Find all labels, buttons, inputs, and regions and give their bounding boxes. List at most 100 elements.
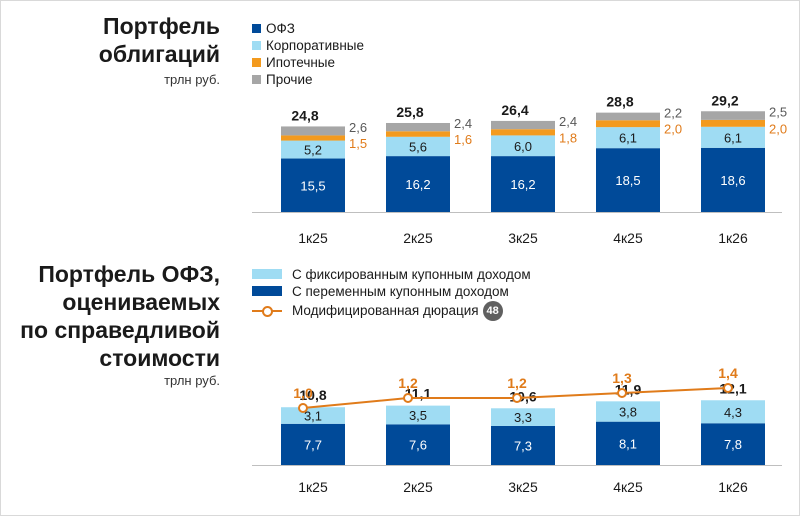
chart2-bar-segment [491, 425, 555, 465]
chart2-title: Портфель ОФЗ, оцениваемых по справедливо… [20, 260, 220, 372]
chart2-duration-label: 1,4 [718, 365, 738, 381]
chart1-data-label-outside: 2,5 [769, 105, 787, 120]
duration-badge: 48 [482, 301, 503, 322]
chart1-bar-segment [701, 126, 765, 148]
chart1-bar-segment [281, 135, 345, 141]
chart2-duration-point [403, 393, 413, 403]
legend-swatch [252, 286, 282, 296]
chart1-data-label: 16,2 [405, 177, 430, 192]
chart1-data-label: 5,6 [409, 139, 427, 154]
chart1-total-label: 26,4 [501, 102, 528, 118]
chart1-bar-segment [386, 136, 450, 157]
chart2-tick-label: 4к25 [613, 479, 643, 495]
chart1-title-line1: Портфель [103, 13, 220, 39]
chart1-total-label: 24,8 [291, 107, 318, 123]
chart2-duration-label: 1,3 [612, 370, 632, 386]
chart1-tick-label: 3к25 [508, 230, 538, 246]
chart2-data-label: 8,1 [619, 436, 637, 451]
chart1-bar-segment [596, 127, 660, 149]
chart1-bar-segment [386, 156, 450, 212]
chart2-data-label: 7,8 [724, 437, 742, 452]
chart1-data-label: 6,1 [619, 131, 637, 146]
chart2-data-label: 7,7 [304, 437, 322, 452]
chart1-data-label-outside: 2,4 [559, 114, 577, 129]
chart1-data-label-outside: 1,6 [454, 132, 472, 147]
chart1-bar-segment [281, 126, 345, 136]
chart2-bar-segment [701, 400, 765, 424]
legend-label: Модифицированная дюрация [292, 303, 479, 318]
chart2-data-label: 3,8 [619, 405, 637, 420]
chart2-bar-segment [281, 407, 345, 424]
chart2-title-line3: по справедливой [20, 317, 220, 343]
chart2-duration-point [723, 383, 733, 393]
chart1-data-label-outside: 2,4 [454, 116, 472, 131]
chart1-bar-segment [386, 131, 450, 137]
legend-line-swatch [252, 306, 282, 317]
chart2-total-label: 10,8 [299, 387, 326, 403]
chart1-data-label: 15,5 [300, 178, 325, 193]
chart2-data-label: 7,6 [409, 438, 427, 453]
chart2-legend-item-duration: Модифицированная дюрация 48 [252, 300, 531, 322]
chart2-data-label: 3,3 [514, 410, 532, 425]
chart1-bar-segment [596, 120, 660, 128]
chart2-bar-segment [281, 423, 345, 465]
chart2-bar-segment [386, 424, 450, 465]
chart2-bar-segment [596, 421, 660, 465]
chart1-bar-segment [491, 156, 555, 212]
chart1-legend-item-mortgage: Ипотечные [252, 54, 364, 71]
legend-label: Прочие [266, 72, 313, 87]
chart2-duration-point [512, 393, 522, 403]
chart1-data-label: 6,1 [724, 130, 742, 145]
chart2-duration-point [617, 388, 627, 398]
chart2-bar-segment [386, 405, 450, 425]
chart1-bar-segment [281, 158, 345, 212]
chart1-data-label: 5,2 [304, 143, 322, 158]
legend-swatch [252, 41, 261, 50]
chart2-unit: трлн руб. [164, 373, 220, 388]
chart2-title-line1: Портфель ОФЗ, [38, 261, 220, 287]
chart2-legend-item-floating: С переменным купонным доходом [252, 283, 531, 300]
chart1-total-label: 28,8 [606, 94, 633, 110]
chart1-bar-segment [701, 119, 765, 127]
chart2-legend-item-fixed: С фиксированным купонным доходом [252, 266, 531, 283]
chart1-bar-segment [491, 120, 555, 130]
chart1-title-line2: облигаций [98, 41, 220, 67]
chart1-data-label: 18,6 [720, 173, 745, 188]
legend-swatch [252, 24, 261, 33]
chart1-data-label: 18,5 [615, 173, 640, 188]
chart1-data-label-outside: 2,0 [664, 122, 682, 137]
chart2-duration-label: 1,2 [398, 375, 418, 391]
chart1-bar-segment [701, 147, 765, 212]
chart1-title: Портфель облигаций [99, 12, 220, 68]
chart1-data-label-outside: 1,8 [559, 130, 577, 145]
chart1-tick-label: 1к26 [718, 230, 748, 246]
chart2-bar-segment [596, 401, 660, 422]
chart1-legend-item-corp: Корпоративные [252, 37, 364, 54]
chart2-data-label: 3,5 [409, 408, 427, 423]
chart1-data-label: 16,2 [510, 177, 535, 192]
chart1-tick-label: 1к25 [298, 230, 328, 246]
chart1-bar-segment [491, 129, 555, 136]
chart1-bar-segment [596, 112, 660, 121]
legend-label: ОФЗ [266, 21, 295, 36]
chart1-total-label: 29,2 [711, 92, 738, 108]
legend-swatch [252, 269, 282, 279]
chart1-bar-segment [281, 140, 345, 159]
chart2-legend: С фиксированным купонным доходом С перем… [252, 266, 531, 322]
chart2-data-label: 7,3 [514, 438, 532, 453]
chart2-tick-label: 2к25 [403, 479, 433, 495]
chart1-bar-segment [386, 122, 450, 132]
legend-swatch [252, 58, 261, 67]
chart2-tick-label: 3к25 [508, 479, 538, 495]
chart2-duration-point [298, 403, 308, 413]
chart2-data-label: 4,3 [724, 405, 742, 420]
chart2-title-line2: оцениваемых [62, 289, 220, 315]
legend-label: Корпоративные [266, 38, 364, 53]
legend-swatch [252, 75, 261, 84]
chart1-data-label-outside: 2,2 [664, 105, 682, 120]
chart2-duration-label: 1,2 [507, 375, 527, 391]
chart2-title-line4: стоимости [99, 345, 220, 371]
chart2-bar-segment [491, 408, 555, 426]
chart1-legend-item-ofz: ОФЗ [252, 20, 364, 37]
